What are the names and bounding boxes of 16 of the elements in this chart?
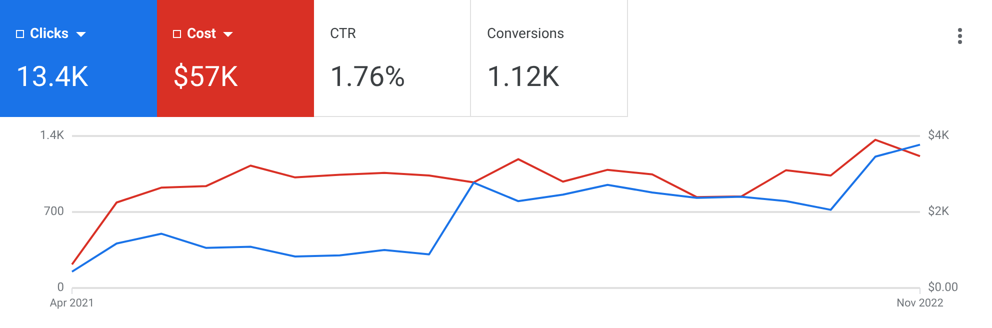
y2-tick-label: $4K <box>928 128 950 142</box>
y-tick-label: 0 <box>57 280 64 294</box>
legend-label: Clicks <box>30 26 69 42</box>
text: $57K <box>173 60 239 94</box>
y2-tick-label: $2K <box>928 204 950 218</box>
text: 1.12K <box>487 60 560 94</box>
x-tick-label: Apr 2021 <box>50 296 94 310</box>
text: CTR <box>330 26 356 42</box>
x-tick-label: Nov 2022 <box>896 296 944 310</box>
text: 1.76% <box>330 60 406 94</box>
y-tick-label: 700 <box>44 204 64 218</box>
legend-label: Cost <box>187 26 216 42</box>
y-tick-label: 1.4K <box>40 128 64 142</box>
y2-tick-label: $0.00 <box>928 280 958 294</box>
text: Conversions <box>487 26 564 42</box>
text: 13.4K <box>16 60 90 94</box>
